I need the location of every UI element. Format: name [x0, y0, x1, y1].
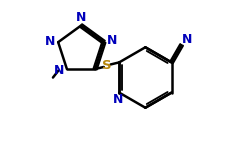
Text: S: S: [102, 59, 112, 72]
Text: N: N: [54, 64, 64, 77]
Text: N: N: [113, 93, 124, 106]
Text: N: N: [45, 35, 55, 48]
Text: N: N: [76, 11, 86, 24]
Text: N: N: [106, 34, 117, 47]
Text: N: N: [182, 33, 192, 46]
